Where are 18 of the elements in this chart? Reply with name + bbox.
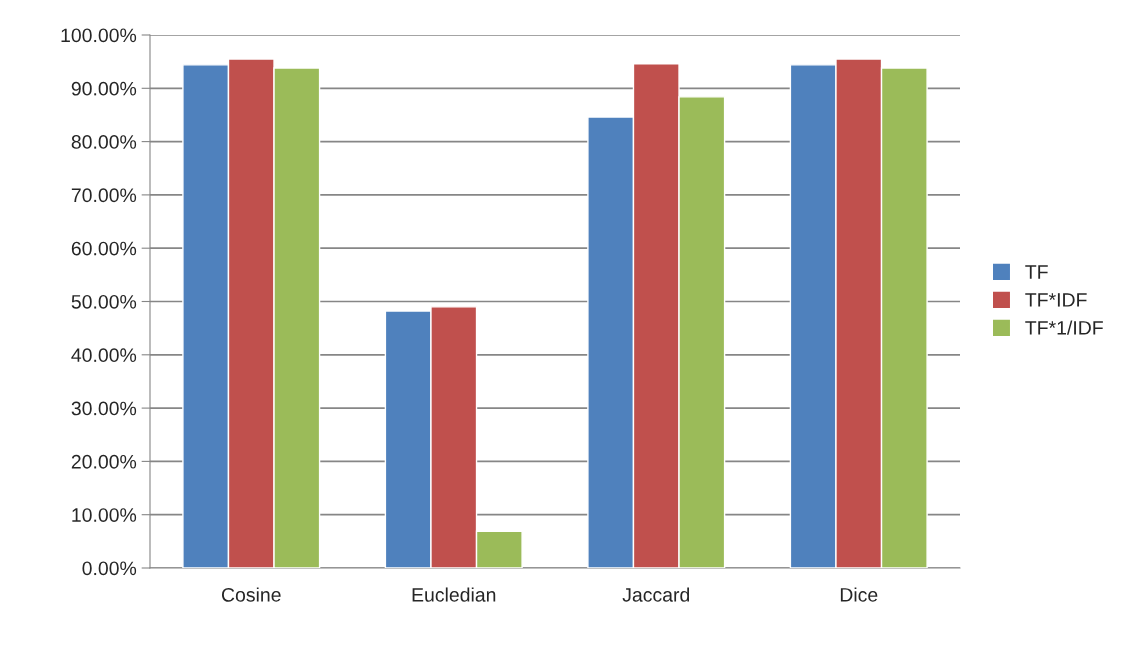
y-tick-label: 20.00% (71, 454, 137, 469)
y-tick-label: 50.00% (71, 294, 137, 309)
legend-label: TF*IDF (1025, 293, 1087, 307)
y-tick-label: 30.00% (71, 401, 137, 416)
legend-label: TF*1/IDF (1025, 320, 1103, 335)
y-tick-label: 40.00% (71, 348, 137, 363)
y-tick-label: 10.00% (72, 508, 137, 522)
x-tick-label: Cosine (221, 587, 281, 602)
y-tick-label: 100.00% (61, 28, 137, 43)
y-tick-label: 70.00% (71, 188, 137, 203)
y-tick-label: 90.00% (71, 81, 137, 96)
y-tick-label: 60.00% (71, 241, 137, 256)
y-tick-label: 0.00% (82, 561, 137, 576)
y-tick-label: 80.00% (71, 135, 137, 149)
x-tick-label: Dice (840, 587, 878, 602)
x-tick-label: Jaccard (622, 587, 690, 602)
x-tick-label: Eucledian (412, 587, 496, 602)
legend-label: TF (1025, 265, 1048, 279)
